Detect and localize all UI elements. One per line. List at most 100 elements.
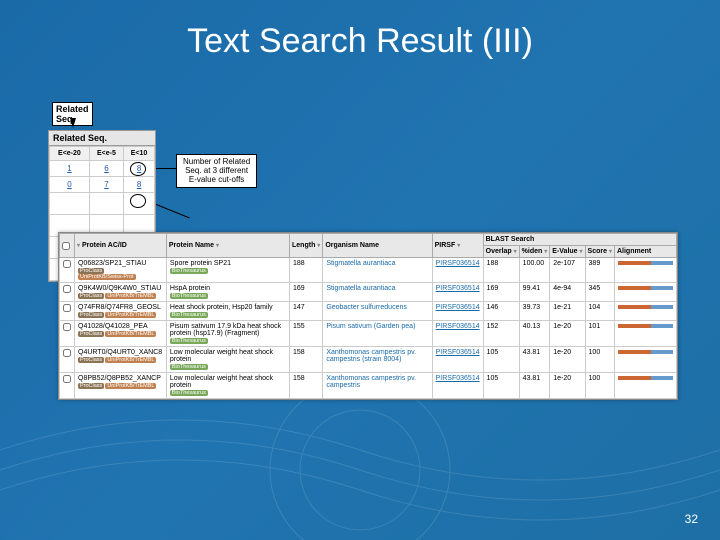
arrow-down-icon <box>70 118 76 128</box>
cell-overlap: 146 <box>483 302 519 321</box>
alignment-bar-icon <box>618 324 673 328</box>
alignment-bar-icon <box>618 261 673 265</box>
cell-organism[interactable]: Stigmatella aurantiaca <box>323 258 432 283</box>
table-row: Q9K4W0/Q9K4W0_STIAUProClassUniProtKB/TrE… <box>60 283 677 302</box>
cell-score: 100 <box>585 373 614 399</box>
col-name[interactable]: Protein Name ▾ <box>166 234 289 258</box>
highlight-circle-icon <box>130 162 146 176</box>
row-checkbox[interactable] <box>63 323 71 331</box>
row-checkbox[interactable] <box>63 375 71 383</box>
cell-pirsf[interactable]: PIRSF036514 <box>432 283 483 302</box>
cell-acid[interactable]: Q74FR8/Q74FR8_GEOSLProClassUniProtKB/TrE… <box>75 302 167 321</box>
related-cell[interactable]: 8 <box>124 177 155 193</box>
col-iden[interactable]: %iden ▾ <box>519 246 550 258</box>
cell-overlap: 188 <box>483 258 519 283</box>
cell-iden: 99.41 <box>519 283 550 302</box>
col-e20[interactable]: E<e-20 <box>50 147 90 161</box>
cell-evalue: 1e-20 <box>550 347 585 373</box>
row-checkbox[interactable] <box>63 260 71 268</box>
col-e10[interactable]: E<10 <box>124 147 155 161</box>
related-row: 078 <box>50 177 155 193</box>
cell-evalue: 1e-20 <box>550 373 585 399</box>
cell-iden: 40.13 <box>519 321 550 347</box>
cell-protein-name: Heat shock protein, Hsp20 familyBioThesa… <box>166 302 289 321</box>
col-checkbox[interactable] <box>60 234 75 258</box>
table-row: Q41028/Q41028_PEAProClassUniProtKB/TrEMB… <box>60 321 677 347</box>
table-row: Q06823/SP21_STIAUProClassUniProtKB/Swiss… <box>60 258 677 283</box>
row-checkbox[interactable] <box>63 304 71 312</box>
cell-protein-name: Spore protein SP21BioThesaurus <box>166 258 289 283</box>
alignment-bar-icon <box>618 350 673 354</box>
cell-score: 345 <box>585 283 614 302</box>
cell-pirsf[interactable]: PIRSF036514 <box>432 347 483 373</box>
cell-organism[interactable]: Pisum sativum (Garden pea) <box>323 321 432 347</box>
cell-score: 101 <box>585 321 614 347</box>
cell-alignment[interactable] <box>614 258 676 283</box>
cell-overlap: 152 <box>483 321 519 347</box>
row-checkbox[interactable] <box>63 285 71 293</box>
related-cell <box>50 193 90 215</box>
table-row: Q4URT0/Q4URT0_XANC8ProClassUniProtKB/TrE… <box>60 347 677 373</box>
col-evalue[interactable]: E-Value ▾ <box>550 246 585 258</box>
cell-pirsf[interactable]: PIRSF036514 <box>432 373 483 399</box>
cell-acid[interactable]: Q41028/Q41028_PEAProClassUniProtKB/TrEMB… <box>75 321 167 347</box>
cell-length: 147 <box>290 302 323 321</box>
cell-protein-name: Low molecular weight heat shock proteinB… <box>166 347 289 373</box>
col-e5[interactable]: E<e-5 <box>89 147 123 161</box>
cell-iden: 43.81 <box>519 373 550 399</box>
cell-alignment[interactable] <box>614 373 676 399</box>
cell-pirsf[interactable]: PIRSF036514 <box>432 258 483 283</box>
row-checkbox[interactable] <box>63 349 71 357</box>
cell-length: 155 <box>290 321 323 347</box>
cell-protein-name: Pisum sativum 17.9 kDa heat shock protei… <box>166 321 289 347</box>
cell-alignment[interactable] <box>614 302 676 321</box>
cell-length: 158 <box>290 347 323 373</box>
related-cell[interactable]: 6 <box>89 161 123 177</box>
cell-iden: 100.00 <box>519 258 550 283</box>
cell-evalue: 4e-94 <box>550 283 585 302</box>
cell-overlap: 105 <box>483 373 519 399</box>
cell-score: 100 <box>585 347 614 373</box>
cell-evalue: 1e-20 <box>550 321 585 347</box>
cell-protein-name: HspA proteinBioThesaurus <box>166 283 289 302</box>
cell-overlap: 105 <box>483 347 519 373</box>
cell-acid[interactable]: Q9K4W0/Q9K4W0_STIAUProClassUniProtKB/TrE… <box>75 283 167 302</box>
related-cell[interactable]: 0 <box>50 177 90 193</box>
cell-iden: 39.73 <box>519 302 550 321</box>
col-blast-group: BLAST Search <box>483 234 676 246</box>
cell-acid[interactable]: Q8PB52/Q8PB52_XANCPProClassUniProtKB/TrE… <box>75 373 167 399</box>
cell-acid[interactable]: Q06823/SP21_STIAUProClassUniProtKB/Swiss… <box>75 258 167 283</box>
cell-organism[interactable]: Geobacter sulfurreducens <box>323 302 432 321</box>
page-number: 32 <box>685 512 698 526</box>
col-alignment[interactable]: Alignment <box>614 246 676 258</box>
cell-organism[interactable]: Xanthomonas campestris pv. campestris <box>323 373 432 399</box>
col-organism[interactable]: Organism Name <box>323 234 432 258</box>
highlight-circle-icon <box>130 194 146 208</box>
cell-pirsf[interactable]: PIRSF036514 <box>432 321 483 347</box>
col-length[interactable]: Length ▾ <box>290 234 323 258</box>
cell-length: 188 <box>290 258 323 283</box>
cell-alignment[interactable] <box>614 283 676 302</box>
col-acid[interactable]: ▾ Protein AC/ID <box>75 234 167 258</box>
cell-overlap: 169 <box>483 283 519 302</box>
col-pirsf[interactable]: PIRSF ▾ <box>432 234 483 258</box>
table-row: Q74FR8/Q74FR8_GEOSLProClassUniProtKB/TrE… <box>60 302 677 321</box>
cell-length: 158 <box>290 373 323 399</box>
cell-alignment[interactable] <box>614 321 676 347</box>
related-cell <box>89 193 123 215</box>
related-cell[interactable]: 7 <box>89 177 123 193</box>
related-cell[interactable]: 1 <box>50 161 90 177</box>
alignment-bar-icon <box>618 376 673 380</box>
select-all-checkbox[interactable] <box>62 242 70 250</box>
cell-organism[interactable]: Stigmatella aurantiaca <box>323 283 432 302</box>
cell-score: 389 <box>585 258 614 283</box>
col-score[interactable]: Score ▾ <box>585 246 614 258</box>
cell-evalue: 1e-21 <box>550 302 585 321</box>
cell-organism[interactable]: Xanthomonas campestris pv. campestris (s… <box>323 347 432 373</box>
cell-acid[interactable]: Q4URT0/Q4URT0_XANC8ProClassUniProtKB/TrE… <box>75 347 167 373</box>
cell-pirsf[interactable]: PIRSF036514 <box>432 302 483 321</box>
col-overlap[interactable]: Overlap ▾ <box>483 246 519 258</box>
cell-score: 104 <box>585 302 614 321</box>
slide-title: Text Search Result (III) <box>0 0 720 61</box>
cell-alignment[interactable] <box>614 347 676 373</box>
